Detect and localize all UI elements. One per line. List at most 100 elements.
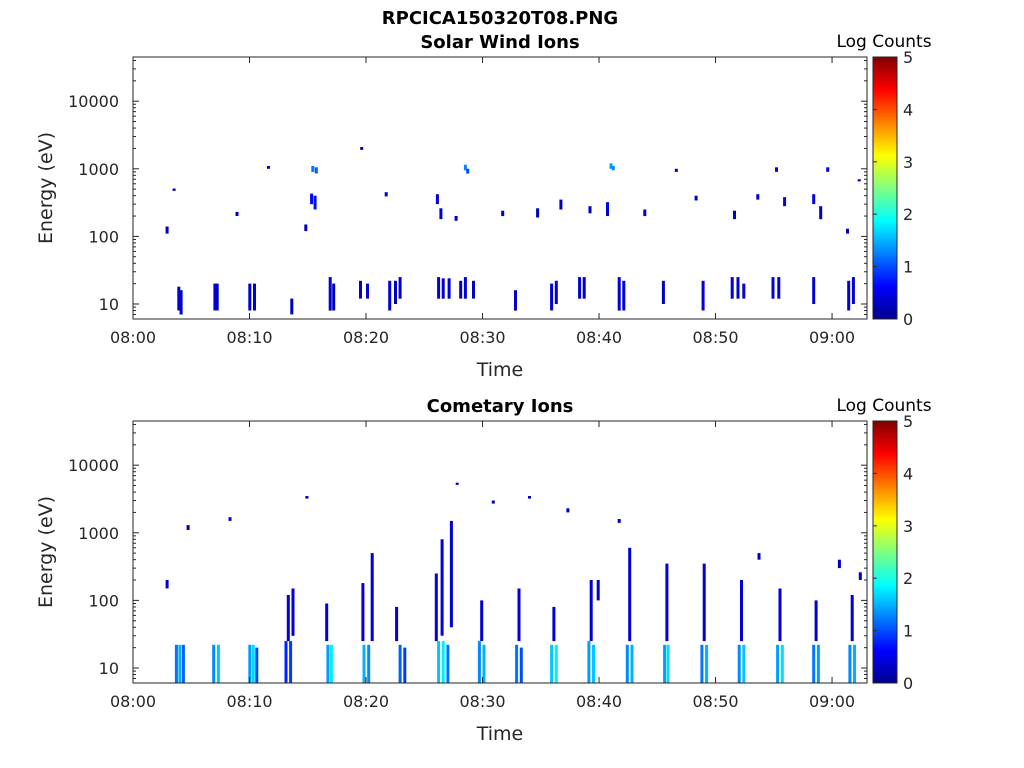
heatmap-cell [742, 283, 746, 299]
heatmap-cell [286, 595, 290, 642]
heatmap-cell [177, 286, 181, 311]
heatmap-cell [179, 290, 183, 315]
colorbar-ticks: 0 1 2 3 4 5 [873, 48, 913, 329]
colorbar-tick-label: 0 [903, 310, 913, 329]
heatmap-cell [851, 277, 855, 304]
heatmap-cell [215, 283, 219, 311]
heatmap-cell [174, 644, 178, 683]
x-axis-label: Time [476, 723, 524, 745]
heatmap-cell [434, 573, 438, 642]
heatmap-cell [491, 500, 495, 504]
heatmap-cell [665, 563, 669, 642]
heatmap-cell [228, 517, 232, 521]
x-axis-ticks: 08:00 08:10 08:20 08:30 08:40 08:50 09:00 [110, 57, 855, 347]
heatmap-cell [666, 644, 670, 683]
heatmap-cells [165, 147, 861, 315]
heatmap-cell [587, 641, 591, 683]
heatmap-cell [589, 580, 593, 642]
heatmap-cell [775, 167, 778, 172]
heatmap-cell [472, 280, 475, 299]
heatmap-cell [819, 206, 823, 220]
colorbar [872, 420, 898, 684]
heatmap-cell [305, 496, 309, 499]
colorbar-tick-label: 1 [903, 258, 913, 277]
heatmap-cell [630, 644, 634, 683]
heatmap-cell [780, 644, 784, 683]
heatmap-cell [848, 644, 852, 683]
heatmap-cell [812, 194, 816, 205]
heatmap-cell [705, 644, 709, 683]
heatmap-cell [700, 644, 704, 683]
colorbar-tick-label: 4 [903, 464, 913, 483]
y-tick-label: 100 [88, 227, 119, 246]
heatmap-cell [814, 600, 818, 642]
x-tick-label: 08:30 [459, 692, 505, 711]
heatmap-cell [482, 644, 486, 683]
heatmap-cell [606, 202, 609, 216]
heatmap-cell [550, 283, 554, 311]
heatmap-cell [517, 588, 521, 642]
heatmap-cell [311, 166, 315, 172]
x-tick-label: 08:50 [692, 692, 738, 711]
x-axis-ticks: 08:00 08:10 08:20 08:30 08:40 08:50 09:00 [110, 421, 855, 711]
plot-area-frame [132, 420, 868, 684]
heatmap-cell [384, 192, 388, 197]
heatmap-cell [783, 197, 787, 207]
heatmap-cell [550, 644, 554, 683]
colorbar-tick-label: 4 [903, 100, 913, 119]
heatmap-cell [663, 644, 667, 683]
heatmap-cell [554, 280, 558, 304]
heatmap-cell [289, 641, 293, 683]
heatmap-cell [611, 166, 615, 171]
y-tick-label: 10 [99, 659, 119, 678]
cometary-ions-panel: Cometary Ions 08:00 08:10 08:20 08:30 08:40 0… [35, 396, 932, 745]
heatmap-cell [172, 188, 176, 191]
panel-title: Solar Wind Ions [420, 32, 579, 53]
heatmap-cell [165, 226, 169, 234]
heatmap-cell [588, 206, 592, 214]
x-tick-label: 08:50 [692, 328, 738, 347]
heatmap-cell [291, 588, 295, 636]
heatmap-cell [515, 644, 519, 683]
heatmap-cell [740, 580, 743, 642]
heatmap-cell [360, 147, 364, 150]
heatmap-cell [439, 208, 443, 220]
heatmap-cell [213, 283, 217, 311]
heatmap-cell [367, 644, 371, 683]
heatmap-cell [359, 280, 362, 299]
y-tick-label: 10 [99, 295, 119, 314]
heatmap-cell [394, 280, 397, 304]
heatmap-cell [398, 277, 402, 299]
panel-title: Cometary Ions [427, 396, 574, 417]
heatmap-cell [332, 283, 336, 311]
heatmap-cell [661, 280, 665, 304]
heatmap-cell [441, 278, 445, 299]
heatmap-cell [528, 496, 531, 499]
heatmap-cell [253, 283, 256, 311]
colorbar-tick-label: 2 [903, 569, 913, 588]
heatmap-cell [837, 559, 841, 569]
heatmap-cell [617, 519, 621, 523]
plot-area-frame [132, 56, 868, 320]
heatmap-cell [313, 195, 317, 210]
heatmap-cell [388, 280, 392, 311]
heatmap-cell [850, 595, 854, 642]
heatmap-cell [310, 193, 314, 205]
heatmap-cell [596, 580, 600, 601]
heatmap-cell [454, 216, 458, 221]
heatmap-cell [622, 280, 626, 311]
heatmap-cell [463, 164, 467, 171]
heatmap-cell [314, 167, 318, 174]
x-tick-label: 08:40 [576, 328, 622, 347]
heatmap-cell [440, 539, 444, 636]
y-axis-label: Energy (eV) [35, 132, 57, 244]
heatmap-cell [846, 228, 849, 234]
heatmap-cell [737, 644, 741, 683]
heatmap-cell [736, 277, 740, 299]
heatmap-cell [304, 224, 308, 232]
heatmap-cell [582, 277, 586, 299]
heatmap-cell [463, 277, 467, 299]
x-axis-label: Time [476, 359, 524, 381]
heatmap-cell [694, 195, 698, 201]
